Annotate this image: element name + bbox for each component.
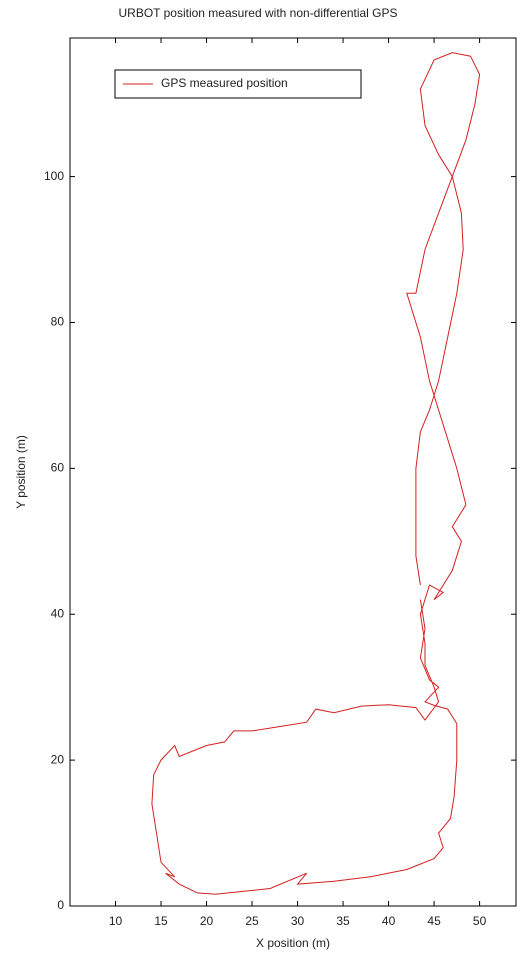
x-tick-label: 30 [291,914,305,928]
y-tick-label: 80 [51,315,65,329]
x-tick-label: 50 [473,914,487,928]
y-tick-label: 40 [51,606,65,620]
x-tick-label: 40 [382,914,396,928]
y-tick-label: 0 [57,898,64,912]
x-tick-label: 25 [245,914,259,928]
y-tick-label: 20 [51,752,65,766]
x-axis-label: X position (m) [256,936,330,950]
x-tick-label: 15 [154,914,168,928]
legend-label: GPS measured position [161,76,288,90]
trajectory-line [151,52,481,895]
chart-title: URBOT position measured with non-differe… [118,6,397,20]
legend-box [114,69,362,99]
y-axis-label: Y position (m) [14,435,28,509]
x-tick-label: 45 [427,914,441,928]
y-tick-label: 100 [44,169,64,183]
x-tick-label: 20 [200,914,214,928]
y-tick-label: 60 [51,461,65,475]
x-tick-label: 10 [109,914,123,928]
plot-frame [69,37,517,907]
x-tick-label: 35 [336,914,350,928]
